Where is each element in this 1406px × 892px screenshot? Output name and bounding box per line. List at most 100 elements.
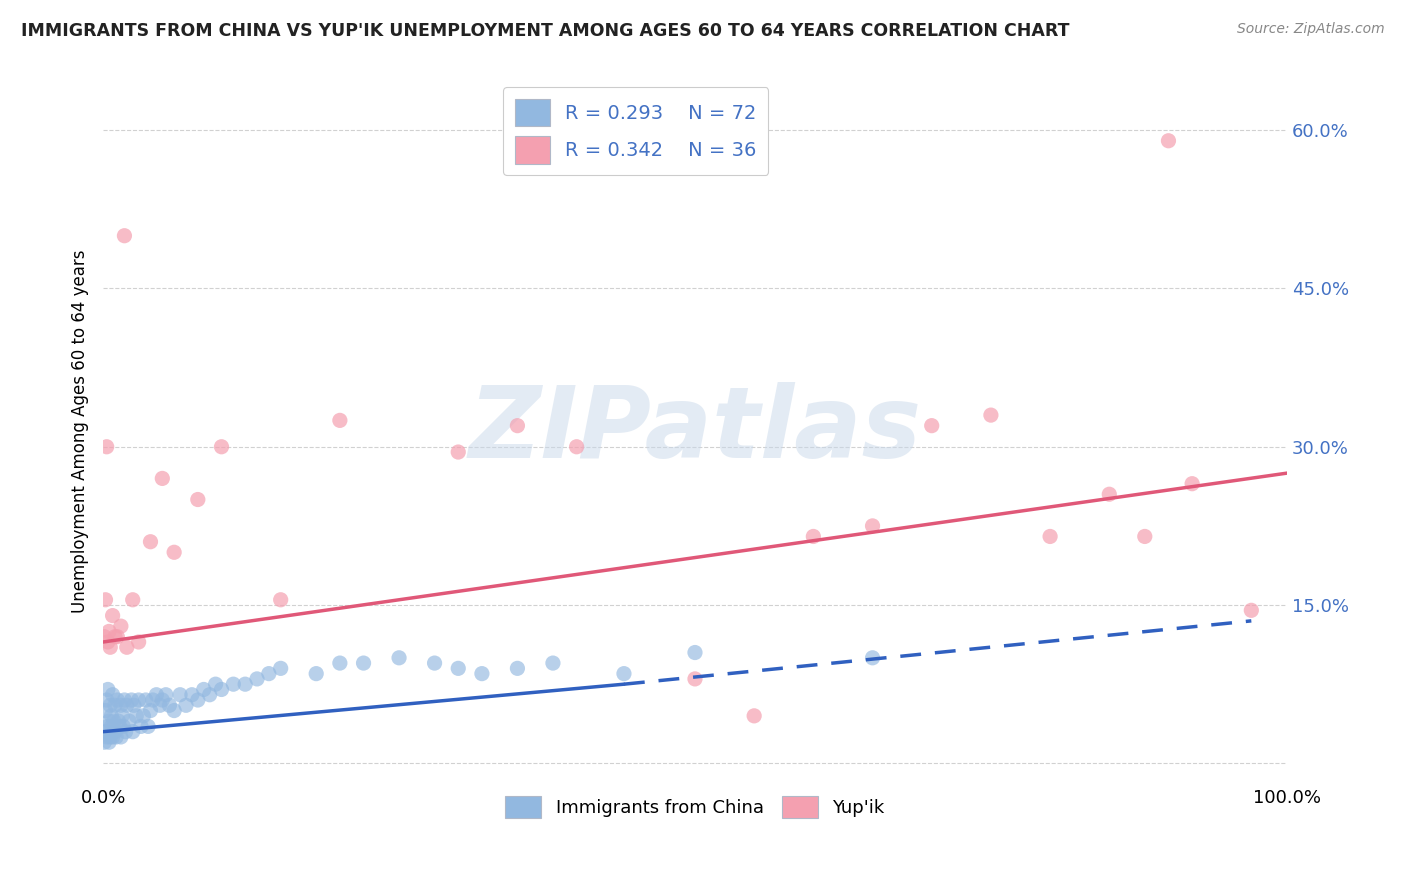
Point <box>112 719 135 733</box>
Point <box>541 656 564 670</box>
Point <box>114 228 136 243</box>
Point <box>118 714 141 728</box>
Point <box>801 529 824 543</box>
Point <box>100 719 122 733</box>
Point <box>97 719 120 733</box>
Point <box>862 650 884 665</box>
Point <box>1133 529 1156 543</box>
Point <box>1039 529 1062 543</box>
Point <box>110 698 132 713</box>
Point <box>388 650 411 665</box>
Point <box>150 693 173 707</box>
Point <box>101 688 124 702</box>
Point <box>353 656 375 670</box>
Point <box>103 714 125 728</box>
Point <box>447 445 470 459</box>
Point <box>233 677 256 691</box>
Point <box>93 630 115 644</box>
Point <box>115 698 138 713</box>
Point <box>105 693 128 707</box>
Point <box>193 682 215 697</box>
Legend: Immigrants from China, Yup'ik: Immigrants from China, Yup'ik <box>498 789 891 825</box>
Point <box>613 666 636 681</box>
Point <box>980 408 1002 422</box>
Point <box>104 630 127 644</box>
Y-axis label: Unemployment Among Ages 60 to 64 years: Unemployment Among Ages 60 to 64 years <box>72 249 89 613</box>
Point <box>211 682 233 697</box>
Point <box>110 730 132 744</box>
Point <box>1240 603 1263 617</box>
Point <box>447 661 470 675</box>
Point <box>471 666 494 681</box>
Text: ZIPatlas: ZIPatlas <box>468 383 921 479</box>
Point <box>100 709 122 723</box>
Point <box>305 666 328 681</box>
Point <box>107 714 129 728</box>
Point <box>163 545 186 559</box>
Point <box>101 608 124 623</box>
Point <box>921 418 943 433</box>
Point <box>98 730 121 744</box>
Point <box>136 719 159 733</box>
Point <box>187 693 209 707</box>
Point <box>506 418 529 433</box>
Point <box>174 698 197 713</box>
Point <box>105 630 128 644</box>
Point <box>114 724 136 739</box>
Point <box>94 704 117 718</box>
Point <box>329 413 352 427</box>
Point <box>111 709 134 723</box>
Point <box>129 719 152 733</box>
Point <box>155 688 177 702</box>
Text: IMMIGRANTS FROM CHINA VS YUP'IK UNEMPLOYMENT AMONG AGES 60 TO 64 YEARS CORRELATI: IMMIGRANTS FROM CHINA VS YUP'IK UNEMPLOY… <box>21 22 1070 40</box>
Point <box>1157 134 1180 148</box>
Point <box>96 730 118 744</box>
Point <box>94 724 117 739</box>
Point <box>110 619 132 633</box>
Point <box>96 693 118 707</box>
Point <box>98 698 121 713</box>
Point <box>198 688 221 702</box>
Point <box>135 693 157 707</box>
Point <box>862 519 884 533</box>
Point <box>98 624 121 639</box>
Point <box>96 440 118 454</box>
Point <box>565 440 588 454</box>
Point <box>1098 487 1121 501</box>
Point <box>163 704 186 718</box>
Point <box>683 672 706 686</box>
Point <box>187 492 209 507</box>
Point <box>108 719 131 733</box>
Point <box>506 661 529 675</box>
Text: Source: ZipAtlas.com: Source: ZipAtlas.com <box>1237 22 1385 37</box>
Point <box>270 661 292 675</box>
Point <box>211 440 233 454</box>
Point <box>683 646 706 660</box>
Point <box>128 693 150 707</box>
Point <box>142 693 165 707</box>
Point <box>104 698 127 713</box>
Point <box>101 730 124 744</box>
Point <box>150 471 173 485</box>
Point <box>94 592 117 607</box>
Point <box>1181 476 1204 491</box>
Point <box>139 704 162 718</box>
Point <box>204 677 226 691</box>
Point <box>132 709 155 723</box>
Point <box>97 635 120 649</box>
Point <box>742 709 765 723</box>
Point <box>121 724 143 739</box>
Point <box>180 688 202 702</box>
Point <box>270 592 292 607</box>
Point <box>157 698 180 713</box>
Point <box>329 656 352 670</box>
Point <box>98 735 121 749</box>
Point <box>93 735 115 749</box>
Point <box>257 666 280 681</box>
Point <box>121 592 143 607</box>
Point <box>114 693 136 707</box>
Point <box>105 730 128 744</box>
Point <box>145 688 167 702</box>
Point <box>98 714 121 728</box>
Point <box>125 709 148 723</box>
